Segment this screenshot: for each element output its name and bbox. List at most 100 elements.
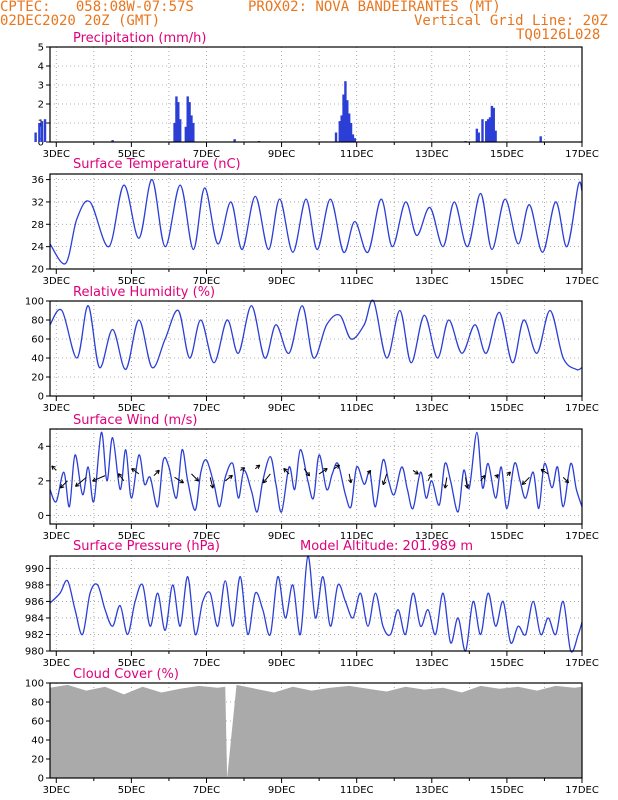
wind-vector (348, 473, 353, 484)
panel-title: Cloud Cover (%) (73, 667, 179, 682)
cloud-cover-area (50, 684, 582, 778)
header-grid-note: Vertical Grid Line: 20Z (414, 13, 608, 29)
x-tick-label: 9DEC (268, 276, 295, 287)
wind-vector (209, 477, 215, 489)
wind-vector (443, 477, 448, 489)
panel-frame (49, 555, 583, 652)
x-tick-label: 11DEC (340, 403, 374, 414)
x-tick-label: 3DEC (43, 403, 70, 414)
y-tick-label: 60 (31, 717, 44, 728)
precip-bar (186, 96, 189, 142)
y-tick-label: 80 (31, 698, 44, 709)
wind-vector (51, 465, 57, 471)
wind-vector (381, 473, 388, 486)
panel-frame (49, 46, 583, 143)
precip-bar (338, 121, 341, 142)
y-tick-label: 982 (25, 630, 44, 641)
y-tick-label: 4 (38, 442, 44, 453)
precip-bar (342, 94, 345, 142)
x-tick-label: 5DEC (118, 531, 145, 542)
x-tick-label: 9DEC (268, 658, 295, 669)
x-tick-label: 17DEC (565, 658, 599, 669)
x-tick-label: 9DEC (268, 531, 295, 542)
precip-bar (188, 102, 191, 142)
x-tick-label: 11DEC (340, 658, 374, 669)
x-tick-label: 13DEC (415, 531, 449, 542)
series-line (49, 555, 583, 653)
x-tick-label: 7DEC (193, 149, 220, 160)
precip-bar (346, 100, 349, 142)
y-tick-label: 0 (38, 774, 44, 785)
x-tick-label: 17DEC (565, 149, 599, 160)
x-tick-label: 17DEC (565, 785, 599, 796)
panel-frame (49, 428, 583, 525)
wind-vector (254, 464, 261, 470)
series-line (49, 431, 583, 513)
x-tick-label: 5DEC (118, 276, 145, 287)
header-location: CPTEC: 058:08W-07:57S (0, 0, 194, 15)
precip-bar (349, 123, 353, 142)
x-tick-label: 5DEC (118, 403, 145, 414)
x-tick-label: 13DEC (415, 403, 449, 414)
panel-title: Surface Pressure (hPa) (73, 539, 220, 554)
wind-vector (464, 477, 470, 489)
header-station: PROX02: NOVA BANDEIRANTES (MT) (248, 0, 501, 15)
x-tick-label: 17DEC (565, 403, 599, 414)
wind-vector (494, 474, 499, 479)
y-tick-label: 4 (38, 62, 44, 73)
y-tick-label: 990 (25, 564, 44, 575)
x-tick-label: 5DEC (118, 149, 145, 160)
precip-bar (111, 140, 114, 142)
precip-bar (353, 138, 357, 142)
y-tick-label: 3 (38, 81, 44, 92)
precip-bar (334, 132, 338, 142)
x-tick-label: 13DEC (415, 785, 449, 796)
wind-vector (366, 469, 372, 475)
precip-bar (173, 123, 176, 142)
x-tick-label: 13DEC (415, 276, 449, 287)
precip-bar (481, 119, 484, 142)
wind-vector (131, 468, 140, 475)
wind-vector (262, 473, 271, 484)
y-tick-label: 100 (25, 297, 44, 308)
precip-bar (477, 132, 480, 142)
panel-title: Surface Temperature (nC) (73, 157, 241, 172)
y-tick-label: 40 (31, 736, 44, 747)
precip-bar (490, 105, 494, 142)
y-tick-label: 0 (38, 511, 44, 522)
x-tick-label: 11DEC (340, 785, 374, 796)
x-tick-label: 5DEC (118, 658, 145, 669)
panel-title: Precipitation (mm/h) (73, 31, 206, 46)
y-tick-label: 28 (31, 220, 44, 231)
precip-bar (43, 119, 47, 142)
panel-frame (49, 682, 583, 779)
wind-vector (303, 468, 311, 477)
panel-title: Surface Wind (m/s) (73, 413, 197, 428)
precip-bar (34, 132, 37, 142)
precip-bar (486, 119, 490, 142)
precip-bar (539, 136, 542, 142)
x-tick-label: 11DEC (340, 531, 374, 542)
wind-vector (75, 476, 87, 487)
x-tick-label: 5DEC (118, 785, 145, 796)
y-tick-label: 984 (25, 613, 44, 624)
wind-vector (92, 475, 106, 482)
precip-bar (233, 139, 236, 142)
panel-annotation: Model Altitude: 201.989 m (300, 539, 473, 554)
series-line (49, 299, 583, 371)
y-tick-label: 5 (38, 43, 44, 54)
y-tick-label: 980 (25, 647, 44, 658)
precip-bar (475, 128, 479, 142)
y-tick-label: 24 (31, 242, 44, 253)
precip-bar (488, 117, 492, 142)
x-tick-label: 9DEC (268, 149, 295, 160)
x-tick-label: 3DEC (43, 531, 70, 542)
wind-vector (191, 473, 200, 482)
header-date: 02DEC2020 20Z (GMT) (0, 13, 161, 29)
x-tick-label: 13DEC (415, 658, 449, 669)
wind-vector (506, 471, 511, 477)
x-tick-label: 9DEC (268, 403, 295, 414)
wind-vector (480, 474, 486, 482)
precip-bar (177, 102, 180, 142)
